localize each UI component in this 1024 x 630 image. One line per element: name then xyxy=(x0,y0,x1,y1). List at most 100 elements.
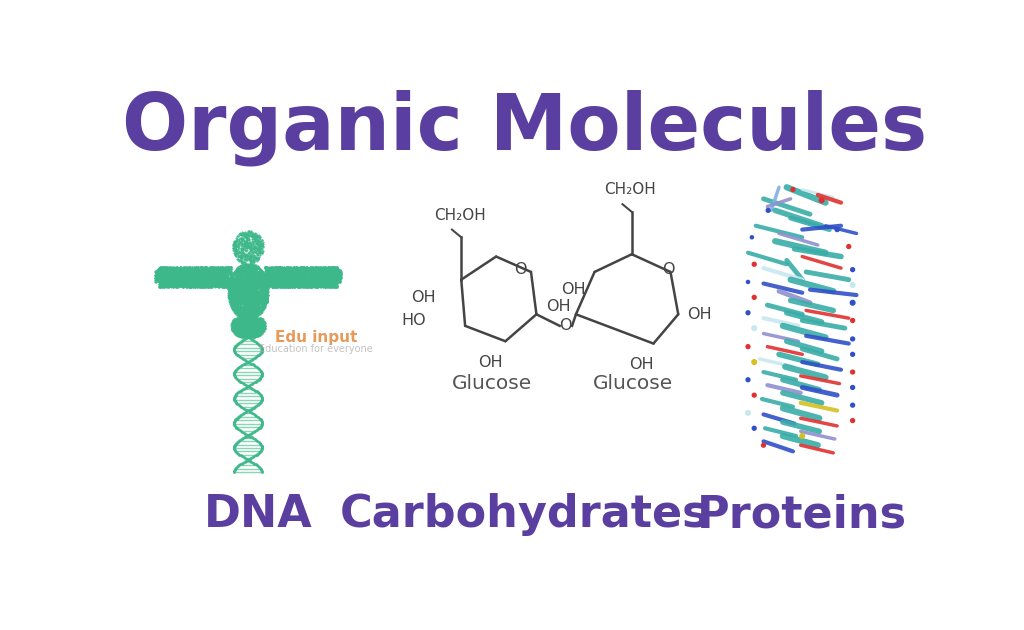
Point xyxy=(326,270,342,280)
Point xyxy=(220,262,237,272)
Point xyxy=(281,265,297,275)
Point xyxy=(203,282,219,292)
Point xyxy=(252,232,268,243)
Point xyxy=(302,279,318,289)
Point xyxy=(168,282,184,292)
Point xyxy=(186,275,203,285)
Point xyxy=(241,326,257,336)
Point xyxy=(318,274,335,284)
Point xyxy=(232,325,249,335)
Point xyxy=(189,274,206,284)
Point xyxy=(286,279,302,289)
Point xyxy=(222,288,239,298)
Point xyxy=(275,272,292,282)
Point xyxy=(226,314,243,324)
Point xyxy=(244,280,260,290)
Point xyxy=(252,318,268,328)
Point xyxy=(231,299,248,309)
Point xyxy=(245,244,261,254)
Point xyxy=(253,321,269,331)
Point xyxy=(326,264,342,274)
Point xyxy=(271,272,288,282)
Point xyxy=(237,331,253,341)
Point xyxy=(319,275,336,285)
Point xyxy=(189,265,206,275)
Point xyxy=(152,266,168,277)
Point xyxy=(236,270,252,280)
Point xyxy=(324,265,340,275)
Point xyxy=(252,294,268,304)
Point xyxy=(228,235,245,245)
Point xyxy=(252,314,268,324)
Point xyxy=(255,316,271,326)
Point xyxy=(249,299,265,309)
Point xyxy=(322,266,338,276)
Point xyxy=(226,317,243,327)
Point xyxy=(299,261,315,272)
Point xyxy=(229,276,246,286)
Point xyxy=(331,270,347,280)
Point xyxy=(238,273,254,283)
Point xyxy=(270,268,287,278)
Point xyxy=(194,277,210,287)
Point xyxy=(321,273,337,284)
Point xyxy=(266,261,283,272)
Point xyxy=(332,265,348,275)
Point xyxy=(229,310,246,320)
Point xyxy=(247,301,263,311)
Point xyxy=(232,273,249,284)
Point xyxy=(221,290,238,300)
Point xyxy=(311,268,328,278)
Circle shape xyxy=(851,386,855,389)
Point xyxy=(256,300,272,310)
Point xyxy=(259,295,275,306)
Point xyxy=(167,267,183,277)
Point xyxy=(236,306,252,316)
Point xyxy=(238,329,254,340)
Point xyxy=(182,267,199,277)
Point xyxy=(242,321,258,331)
Point xyxy=(157,261,173,272)
Point xyxy=(259,263,275,273)
Point xyxy=(234,403,251,413)
Point xyxy=(219,267,236,277)
Point xyxy=(152,268,168,278)
Point xyxy=(265,266,282,277)
Point xyxy=(157,265,173,275)
Point xyxy=(199,281,215,291)
Point xyxy=(273,281,290,291)
Point xyxy=(275,282,292,292)
Point xyxy=(225,272,242,282)
Point xyxy=(169,264,185,274)
Point xyxy=(228,309,245,319)
Point xyxy=(270,273,287,283)
Point xyxy=(258,265,274,275)
Point xyxy=(280,278,296,288)
Point xyxy=(324,277,340,287)
Point xyxy=(264,272,281,282)
Point xyxy=(312,279,329,289)
Point xyxy=(237,290,253,300)
Point xyxy=(299,280,315,290)
Point xyxy=(241,267,257,277)
Point xyxy=(308,282,325,292)
Point xyxy=(304,280,321,290)
Point xyxy=(167,265,183,275)
Point xyxy=(250,330,266,340)
Point xyxy=(310,265,327,275)
Point xyxy=(285,267,301,277)
Point xyxy=(216,275,232,285)
Point xyxy=(155,265,171,275)
Point xyxy=(177,263,194,273)
Point xyxy=(239,308,255,318)
Point xyxy=(247,251,263,261)
Point xyxy=(163,280,179,290)
Point xyxy=(248,290,264,300)
Point xyxy=(285,264,301,274)
Point xyxy=(223,319,240,329)
Point xyxy=(230,314,247,324)
Point xyxy=(306,279,323,289)
Point xyxy=(301,265,317,275)
Point xyxy=(166,270,182,280)
Point xyxy=(245,329,261,339)
